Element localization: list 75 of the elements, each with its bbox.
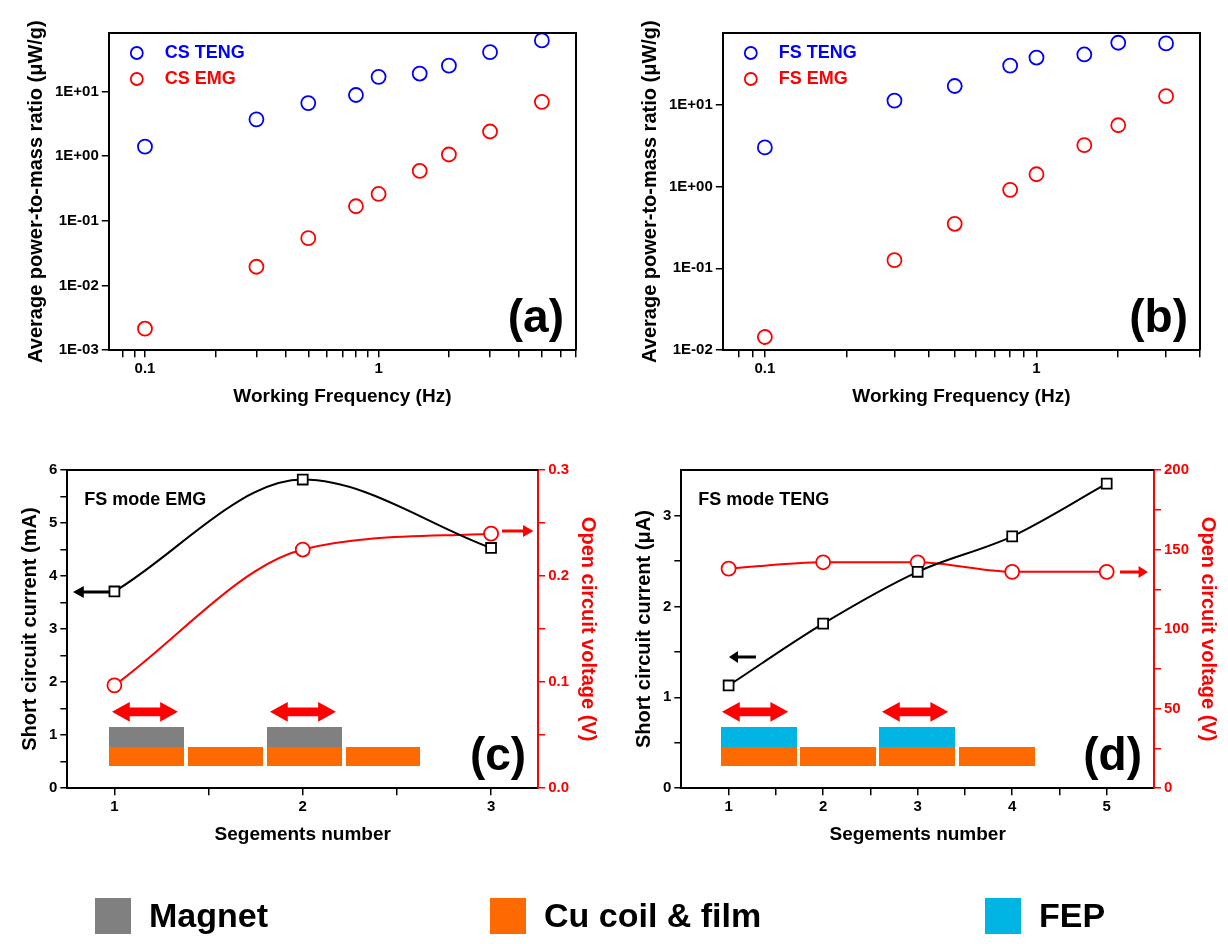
y2-tick-label: 0 bbox=[1163, 778, 1173, 796]
y-tick-label: 6 bbox=[49, 460, 58, 478]
x-tick-label: 1 bbox=[724, 797, 733, 815]
y-tick-label: 0 bbox=[663, 778, 672, 796]
y-tick-label: 4 bbox=[49, 566, 58, 584]
x-axis-title: Segements number bbox=[829, 822, 1007, 844]
category-label: Magnet bbox=[149, 896, 268, 935]
x-tick-label: 2 bbox=[298, 797, 307, 815]
y-tick-label: 3 bbox=[663, 505, 672, 523]
point bbox=[1100, 477, 1113, 490]
point bbox=[722, 679, 735, 692]
x-axis-title: Working Frequency (Hz) bbox=[233, 384, 452, 406]
y2-tick-label: 0.0 bbox=[548, 778, 570, 796]
y-axis-title: Short circuit current (μA) bbox=[631, 510, 654, 749]
legend-label: FS EMG bbox=[778, 67, 848, 88]
y-tick-label: 1 bbox=[663, 687, 672, 705]
y2-tick-label: 200 bbox=[1163, 460, 1189, 478]
y-tick-label: 1E+01 bbox=[668, 94, 713, 112]
y-tick-label: 1E-03 bbox=[58, 340, 99, 358]
y2-tick-label: 0.2 bbox=[548, 566, 570, 584]
point bbox=[108, 585, 121, 598]
y-tick-label: 0 bbox=[49, 778, 58, 796]
y-tick-label: 2 bbox=[663, 596, 672, 614]
y-tick-label: 1E-01 bbox=[672, 258, 713, 276]
x-tick-label: 1 bbox=[110, 797, 119, 815]
point bbox=[296, 473, 309, 486]
x-tick-label: 4 bbox=[1008, 797, 1018, 815]
point bbox=[106, 677, 123, 694]
y-tick-label: 1 bbox=[49, 725, 58, 743]
y-tick-label: 1E-02 bbox=[58, 275, 99, 293]
y2-tick-label: 150 bbox=[1163, 539, 1189, 557]
y-tick-label: 1E-02 bbox=[672, 340, 713, 358]
point bbox=[1006, 530, 1019, 543]
annotation: (b) bbox=[1129, 289, 1188, 342]
x-tick-label: 1 bbox=[1032, 359, 1041, 377]
y2-axis-title: Open circuit voltage (V) bbox=[578, 516, 601, 742]
category-label: Cu coil & film bbox=[544, 896, 762, 935]
x-tick-label: 0.1 bbox=[754, 359, 776, 377]
x-tick-label: 0.1 bbox=[134, 359, 156, 377]
annotation: (c) bbox=[469, 727, 527, 780]
y2-tick-label: 100 bbox=[1163, 619, 1189, 637]
annotation: FS mode TENG bbox=[698, 488, 830, 509]
x-tick-label: 1 bbox=[374, 359, 383, 377]
y-axis-title: Average power-to-mass ratio (μW/g) bbox=[23, 20, 46, 363]
legend-label: CS EMG bbox=[164, 67, 236, 88]
y-axis-title: Average power-to-mass ratio (μW/g) bbox=[637, 20, 660, 363]
y2-tick-label: 0.3 bbox=[548, 460, 570, 478]
x-axis-title: Working Frequency (Hz) bbox=[852, 384, 1071, 406]
annotation: (d) bbox=[1083, 727, 1142, 780]
y-tick-label: 3 bbox=[49, 619, 58, 637]
y-tick-label: 2 bbox=[49, 672, 58, 690]
x-tick-label: 5 bbox=[1102, 797, 1111, 815]
point bbox=[485, 542, 497, 554]
x-tick-label: 3 bbox=[913, 797, 922, 815]
y-tick-label: 1E+00 bbox=[668, 176, 713, 194]
y-axis-title: Short circuit current (mA) bbox=[17, 507, 40, 751]
category-label: FEP bbox=[1039, 896, 1106, 935]
point bbox=[483, 525, 499, 542]
legend-label: FS TENG bbox=[778, 41, 857, 62]
legend-label: CS TENG bbox=[164, 41, 245, 62]
x-tick-label: 3 bbox=[486, 797, 496, 815]
y2-tick-label: 0.1 bbox=[548, 672, 570, 690]
point bbox=[817, 617, 829, 630]
x-tick-label: 2 bbox=[818, 797, 828, 815]
annotation: FS mode EMG bbox=[84, 488, 207, 509]
y-tick-label: 1E+00 bbox=[54, 146, 99, 164]
point bbox=[911, 565, 924, 578]
y-tick-label: 1E+01 bbox=[54, 81, 99, 99]
x-axis-title: Segements number bbox=[214, 822, 392, 844]
y-tick-label: 5 bbox=[49, 513, 58, 531]
y-tick-label: 1E-01 bbox=[58, 210, 99, 228]
annotation: (a) bbox=[507, 289, 564, 342]
point bbox=[294, 541, 311, 558]
y2-tick-label: 50 bbox=[1163, 698, 1181, 716]
y2-axis-title: Open circuit voltage (V) bbox=[1198, 516, 1221, 742]
